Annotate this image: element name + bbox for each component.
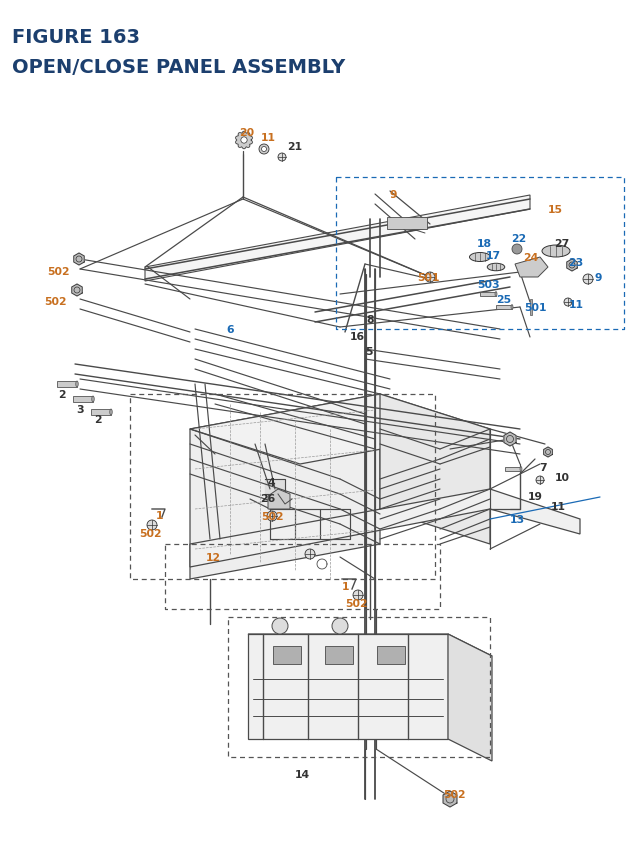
Text: 11: 11 (260, 133, 275, 143)
Polygon shape (265, 480, 285, 494)
Polygon shape (504, 432, 516, 447)
Text: 502: 502 (139, 529, 161, 538)
Text: 24: 24 (524, 253, 539, 263)
Circle shape (278, 154, 286, 162)
Text: 501: 501 (417, 273, 439, 282)
Text: 25: 25 (497, 294, 511, 305)
Polygon shape (567, 260, 577, 272)
Bar (57, 381, 77, 387)
Text: 502: 502 (47, 267, 69, 276)
Circle shape (512, 245, 522, 255)
Polygon shape (72, 285, 82, 297)
Circle shape (272, 618, 288, 635)
Polygon shape (268, 489, 290, 510)
Circle shape (425, 273, 435, 282)
Text: 27: 27 (554, 238, 570, 249)
Text: 14: 14 (294, 769, 310, 779)
Text: 7: 7 (539, 462, 547, 473)
Text: 22: 22 (511, 233, 527, 244)
Bar (377, 647, 405, 664)
Circle shape (564, 299, 572, 307)
Polygon shape (448, 635, 492, 761)
Bar (505, 467, 521, 472)
Text: 4: 4 (267, 478, 275, 487)
Polygon shape (236, 132, 252, 150)
Circle shape (536, 476, 544, 485)
Polygon shape (190, 394, 380, 579)
Text: 5: 5 (365, 347, 372, 356)
Bar (325, 647, 353, 664)
Circle shape (241, 138, 247, 144)
Polygon shape (380, 394, 490, 544)
Circle shape (259, 145, 269, 155)
Text: 19: 19 (527, 492, 543, 501)
Polygon shape (543, 448, 552, 457)
Polygon shape (145, 195, 530, 282)
Polygon shape (74, 254, 84, 266)
Text: 11: 11 (550, 501, 566, 511)
Circle shape (262, 147, 266, 152)
Text: 11: 11 (568, 300, 584, 310)
Bar (480, 292, 496, 297)
Text: 9: 9 (595, 273, 602, 282)
Ellipse shape (487, 264, 505, 271)
Text: 21: 21 (287, 142, 303, 152)
Text: FIGURE 163: FIGURE 163 (12, 28, 140, 47)
Text: 18: 18 (477, 238, 492, 249)
Circle shape (332, 618, 348, 635)
Text: 502: 502 (44, 297, 67, 307)
Text: 20: 20 (239, 127, 255, 138)
Text: 8: 8 (366, 314, 374, 325)
Text: 501: 501 (524, 303, 547, 313)
Text: 13: 13 (509, 514, 525, 524)
Text: 9: 9 (389, 189, 397, 200)
Ellipse shape (92, 397, 94, 403)
Circle shape (267, 511, 277, 522)
Polygon shape (248, 635, 448, 739)
Bar (273, 647, 301, 664)
Text: 23: 23 (568, 257, 584, 268)
Text: 3: 3 (76, 405, 84, 414)
Text: 2: 2 (94, 414, 102, 424)
Bar (91, 410, 111, 416)
Ellipse shape (109, 410, 112, 416)
Text: 16: 16 (349, 331, 365, 342)
Text: OPEN/CLOSE PANEL ASSEMBLY: OPEN/CLOSE PANEL ASSEMBLY (12, 58, 345, 77)
Polygon shape (190, 489, 580, 567)
Text: 6: 6 (226, 325, 234, 335)
Text: 2: 2 (58, 389, 66, 400)
Circle shape (305, 549, 315, 560)
Bar (496, 306, 512, 310)
Text: 10: 10 (554, 473, 570, 482)
Text: 502: 502 (345, 598, 367, 608)
Ellipse shape (495, 292, 497, 297)
Polygon shape (443, 791, 457, 807)
Text: 1: 1 (156, 511, 164, 520)
Circle shape (147, 520, 157, 530)
Circle shape (583, 275, 593, 285)
Ellipse shape (76, 381, 78, 387)
Text: 502: 502 (443, 789, 465, 799)
Text: 15: 15 (547, 205, 563, 214)
Polygon shape (190, 394, 490, 464)
Bar (387, 218, 427, 230)
Text: 502: 502 (260, 511, 284, 522)
Bar (73, 397, 93, 403)
Text: 503: 503 (477, 280, 499, 289)
Text: 1: 1 (342, 581, 349, 592)
Text: 26: 26 (260, 493, 276, 504)
Ellipse shape (520, 467, 522, 472)
Text: 12: 12 (205, 553, 221, 562)
Ellipse shape (511, 306, 513, 310)
Polygon shape (248, 635, 492, 656)
Bar (530, 300, 532, 316)
Ellipse shape (470, 253, 490, 263)
Text: 17: 17 (485, 251, 500, 261)
Circle shape (353, 591, 363, 600)
Ellipse shape (542, 245, 570, 257)
Polygon shape (515, 257, 548, 278)
